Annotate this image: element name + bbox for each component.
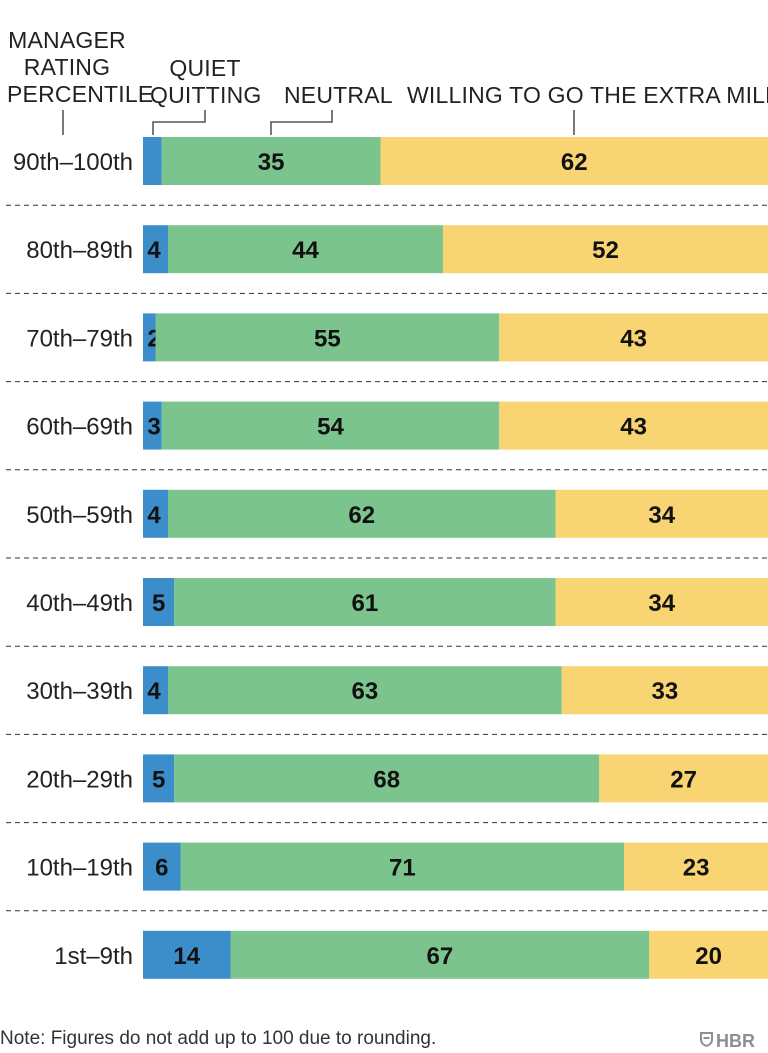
data-label: 63 (352, 678, 379, 705)
data-label: 52 (592, 237, 619, 264)
bar-segment (143, 666, 168, 715)
data-label: 62 (348, 502, 375, 529)
data-label: 43 (620, 325, 647, 352)
data-label: 68 (373, 766, 400, 793)
bar-segment (499, 401, 768, 450)
bar-segment (555, 578, 768, 626)
footnote: Note: Figures do not add up to 100 due t… (0, 1028, 437, 1049)
legend-neutral-label: NEUTRAL (284, 82, 393, 108)
legend-neutral: NEUTRAL (284, 82, 393, 109)
legend-extra-mile: WILLING TO GO THE EXTRA MILE (407, 82, 768, 109)
bar-segment (561, 666, 768, 715)
bar-segment (168, 225, 443, 274)
data-label: 33 (652, 678, 679, 705)
category-header-text: MANAGER RATING PERCENTILE (7, 27, 154, 107)
bar-segment (161, 401, 500, 450)
data-label: 35 (258, 149, 285, 176)
data-label: 4 (147, 237, 161, 264)
bar-segment (161, 137, 381, 185)
data-label: 67 (427, 943, 454, 970)
legend-extra-mile-label: WILLING TO GO THE EXTRA MILE (407, 82, 768, 108)
bar-segment (168, 489, 556, 538)
bar-segment (143, 489, 168, 538)
bar-segment (499, 313, 768, 362)
stacked-bar-chart: 90th–100th3%356280th–89th4445270th–79th2… (6, 110, 768, 979)
category-label: 40th–49th (26, 590, 133, 617)
data-label: 5 (152, 590, 165, 617)
legend-quiet-quitting: QUIET QUITTING (150, 55, 262, 109)
bar-segment (143, 578, 175, 626)
bar-segment (649, 930, 768, 979)
category-label: 90th–100th (13, 149, 133, 176)
legend-quiet-quitting-pointer (152, 110, 206, 135)
legend-quiet-quitting-label: QUIET QUITTING (150, 55, 262, 108)
data-label: 4 (147, 502, 161, 529)
bar-segment (555, 489, 768, 538)
bar-segment (174, 578, 556, 626)
data-label: 5 (152, 766, 165, 793)
category-label: 60th–69th (26, 414, 133, 441)
data-label: 62 (561, 149, 588, 176)
data-label: 23 (683, 855, 710, 882)
bar-segment (230, 930, 650, 979)
category-label: 30th–39th (26, 678, 133, 705)
category-label: 1st–9th (54, 943, 133, 970)
bar-segment (143, 401, 162, 450)
data-label: 14 (173, 943, 200, 970)
category-label: 50th–59th (26, 502, 133, 529)
bar-segment (143, 137, 162, 185)
bar-segment (143, 930, 231, 979)
category-label: 70th–79th (26, 325, 133, 352)
category-label: 80th–89th (26, 237, 133, 264)
bar-segment (599, 754, 768, 803)
data-label: 55 (314, 325, 341, 352)
bar-segment (180, 842, 625, 891)
shield-icon (700, 1031, 713, 1052)
data-label: 71 (389, 855, 416, 882)
data-label: 34 (648, 502, 675, 529)
data-label: 20 (695, 943, 722, 970)
bar-segment (624, 842, 768, 891)
data-label: 44 (292, 237, 319, 264)
data-label: 34 (648, 590, 675, 617)
category-header: MANAGER RATING PERCENTILE (7, 27, 153, 108)
bar-segment (143, 754, 175, 803)
category-label: 20th–29th (26, 766, 133, 793)
bar-segment (443, 225, 768, 274)
legend-neutral-pointer (270, 110, 333, 135)
bar-segment (143, 313, 156, 362)
data-label: 54 (317, 414, 344, 441)
bar-segment (174, 754, 600, 803)
bar-segment (143, 842, 181, 891)
data-label: 61 (352, 590, 379, 617)
data-label: 43 (620, 414, 647, 441)
data-label: 4 (147, 678, 161, 705)
data-label: 3 (147, 414, 160, 441)
data-label: 6 (155, 855, 168, 882)
bar-segment (168, 666, 562, 715)
brand-logo: HBR (700, 1031, 755, 1052)
category-label: 10th–19th (26, 855, 133, 882)
bar-segment (155, 313, 500, 362)
bar-segment (143, 225, 168, 274)
data-label: 27 (670, 766, 697, 793)
bar-segment (380, 137, 768, 185)
brand-text: HBR (716, 1031, 755, 1051)
